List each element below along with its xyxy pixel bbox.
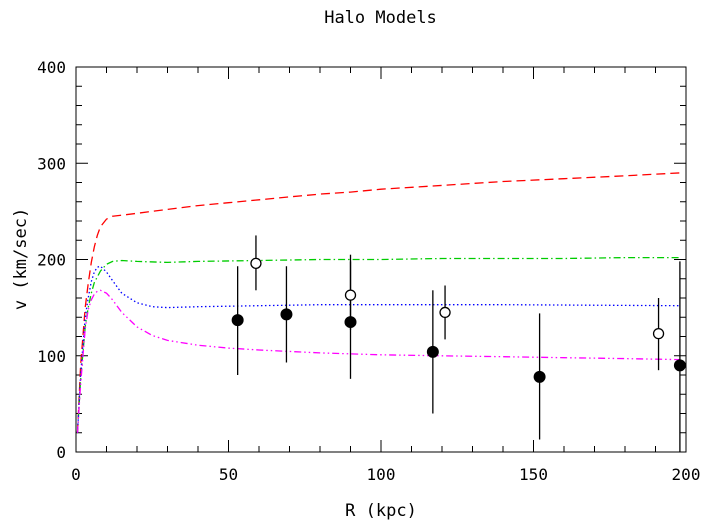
x-tick-label: 50 [219, 465, 238, 484]
y-tick-label: 200 [37, 251, 66, 270]
filled-data-point [280, 308, 293, 321]
open-data-point [652, 327, 665, 340]
filled-data-point [533, 370, 546, 383]
filled-data-point [673, 359, 686, 372]
filled-data-point [344, 316, 357, 329]
x-axis-label: R (kpc) [345, 501, 417, 521]
x-tick-label: 200 [672, 465, 701, 484]
chart-title: Halo Models [324, 8, 437, 28]
x-tick-label: 0 [71, 465, 81, 484]
plot-frame [75, 66, 687, 453]
model-curve-3 [76, 265, 680, 433]
open-data-point [439, 306, 451, 319]
model-curves [76, 172, 680, 433]
y-tick-label: 0 [56, 443, 66, 462]
axis-ticks [75, 66, 687, 453]
open-data-point [344, 289, 357, 301]
model-curve-1 [76, 172, 680, 433]
y-axis-label: v (km/sec) [11, 208, 31, 310]
x-tick-label: 150 [519, 465, 548, 484]
axis-tick-labels: 0 50 100 150 200 0 100 200 300 400 [37, 58, 700, 484]
open-data-point [250, 257, 262, 270]
error-bars [236, 235, 681, 452]
y-tick-label: 300 [37, 154, 66, 173]
data-markers [231, 257, 686, 383]
y-tick-label: 100 [37, 347, 66, 366]
model-curve-2 [76, 256, 680, 433]
y-tick-label: 400 [37, 58, 66, 77]
filled-data-point [426, 345, 439, 358]
x-tick-label: 100 [367, 465, 396, 484]
model-curve-4 [76, 289, 680, 433]
filled-data-point [231, 314, 244, 327]
